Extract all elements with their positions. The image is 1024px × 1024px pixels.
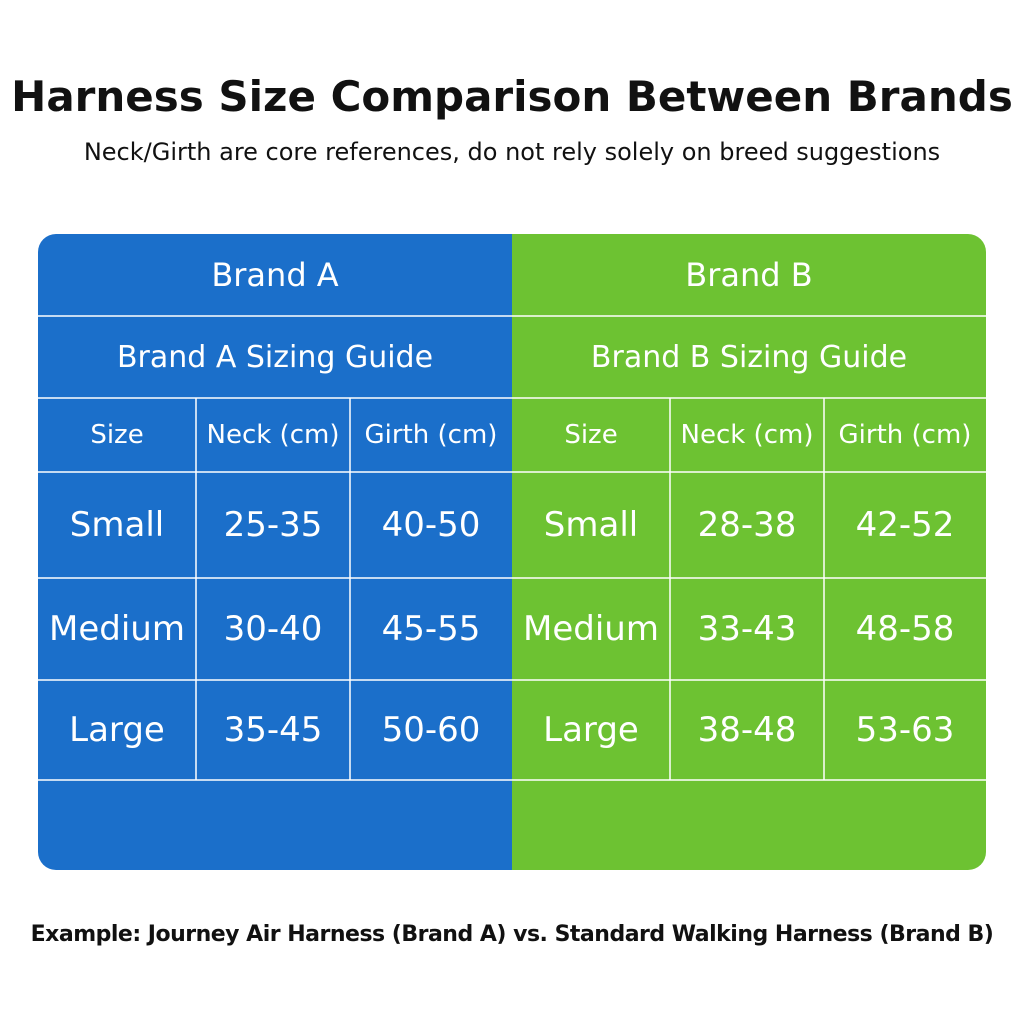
divider xyxy=(512,577,986,579)
divider xyxy=(38,679,512,681)
divider xyxy=(38,397,512,399)
size-range: 25-35 xyxy=(223,505,323,545)
divider xyxy=(512,679,986,681)
size-label: Large xyxy=(543,710,639,750)
divider xyxy=(195,398,197,780)
divider xyxy=(512,779,986,781)
column-header: Size xyxy=(90,420,144,450)
size-range: 28-38 xyxy=(697,505,797,545)
title: Harness Size Comparison Between Brands xyxy=(11,72,1013,121)
subtitle: Neck/Girth are core references, do not r… xyxy=(83,138,941,166)
size-label: Medium xyxy=(49,609,185,649)
size-range: 38-48 xyxy=(697,710,797,750)
size-range: 35-45 xyxy=(223,710,323,750)
size-label: Small xyxy=(543,505,639,545)
column-header: Girth (cm) xyxy=(838,420,972,450)
column-header: Neck (cm) xyxy=(680,420,814,450)
divider xyxy=(512,471,986,473)
size-range: 42-52 xyxy=(855,505,955,545)
size-label: Medium xyxy=(523,609,659,649)
divider xyxy=(38,315,512,317)
divider xyxy=(512,315,986,317)
size-range: 33-43 xyxy=(697,609,797,649)
brand-panel: Brand A Brand A Sizing Guide Size Neck (cm)… xyxy=(38,234,512,870)
column-header: Girth (cm) xyxy=(364,420,498,450)
brand-name: Brand A xyxy=(211,256,339,294)
size-range: 45-55 xyxy=(381,609,481,649)
size-label: Large xyxy=(69,710,165,750)
size-range: 40-50 xyxy=(381,505,481,545)
divider xyxy=(823,398,825,780)
divider xyxy=(512,397,986,399)
brand-name: Brand B xyxy=(685,256,813,294)
divider xyxy=(38,471,512,473)
divider xyxy=(38,577,512,579)
size-range: 30-40 xyxy=(223,609,323,649)
size-range: 53-63 xyxy=(855,710,955,750)
size-label: Small xyxy=(69,505,165,545)
sizing-guide-title: Brand B Sizing Guide xyxy=(590,339,908,375)
size-range: 48-58 xyxy=(855,609,955,649)
size-range: 50-60 xyxy=(381,710,481,750)
size-table: Brand A Brand A Sizing Guide Size Neck (cm)… xyxy=(38,234,986,870)
divider xyxy=(669,398,671,780)
divider xyxy=(38,779,512,781)
column-header: Size xyxy=(564,420,618,450)
brand-panel: Brand B Brand B Sizing Guide Size Neck (cm)… xyxy=(512,234,986,870)
column-header: Neck (cm) xyxy=(206,420,340,450)
footer-note: Example: Journey Air Harness (Brand A) v… xyxy=(30,922,994,947)
sizing-guide-title: Brand A Sizing Guide xyxy=(116,339,434,375)
divider xyxy=(349,398,351,780)
